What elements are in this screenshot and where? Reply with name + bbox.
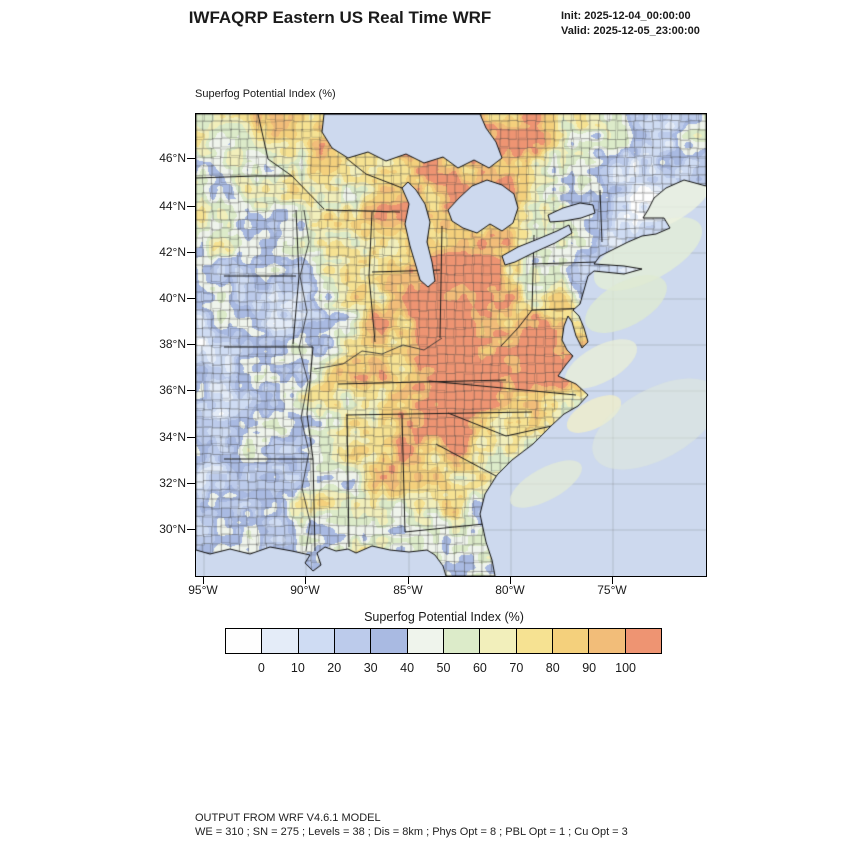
lon-axis-tick — [305, 576, 307, 584]
lon-axis-tick — [203, 576, 205, 584]
lon-axis-tick — [408, 576, 410, 584]
model-run-times: Init: 2025-12-04_00:00:00 Valid: 2025-12… — [561, 9, 700, 39]
footer-line1: OUTPUT FROM WRF V4.6.1 MODEL — [195, 812, 381, 824]
lat-axis-label: 46°N — [159, 151, 186, 165]
colorbar-tick-label: 70 — [509, 661, 524, 675]
colorbar-tick-label: 50 — [436, 661, 451, 675]
lat-axis-tick — [187, 529, 195, 531]
colorbar-box — [551, 628, 590, 654]
lat-axis-label: 38°N — [159, 337, 186, 351]
colorbar-box — [297, 628, 335, 654]
lon-axis-tick — [612, 576, 614, 584]
footer-line2: WE = 310 ; SN = 275 ; Levels = 38 ; Dis … — [195, 826, 628, 838]
colorbar-tick-label: 10 — [290, 661, 305, 675]
footer-text: OUTPUT FROM WRF V4.6.1 MODEL WE = 310 ; … — [195, 811, 628, 839]
lat-axis-tick — [187, 158, 195, 160]
colorbar-tick-label: 90 — [582, 661, 597, 675]
lat-axis-label: 42°N — [159, 245, 186, 259]
colorbar-tick-label: 30 — [363, 661, 378, 675]
colorbar-box — [370, 628, 408, 654]
colorbar-box — [479, 628, 517, 654]
lat-axis-label: 36°N — [159, 383, 186, 397]
colorbar — [225, 628, 662, 654]
colorbar-box — [624, 628, 662, 654]
colorbar-tick-label: 20 — [327, 661, 342, 675]
lat-axis-tick — [187, 252, 195, 254]
colorbar-box — [442, 628, 481, 654]
lat-axis-tick — [187, 437, 195, 439]
lon-axis-label: 90°W — [290, 583, 320, 597]
map-frame — [195, 113, 707, 577]
colorbar-title: Superfog Potential Index (%) — [364, 610, 524, 624]
colorbar-box — [261, 628, 299, 654]
lon-axis-label: 80°W — [495, 583, 525, 597]
lat-axis-label: 40°N — [159, 291, 186, 305]
page-title: IWFAQRP Eastern US Real Time WRF — [188, 8, 492, 27]
lat-axis-tick — [187, 390, 195, 392]
lat-axis-label: 44°N — [159, 199, 186, 213]
colorbar-tick-label: 60 — [472, 661, 487, 675]
lat-axis-label: 34°N — [159, 430, 186, 444]
init-time: Init: 2025-12-04_00:00:00 — [561, 10, 691, 22]
lon-axis-label: 75°W — [597, 583, 627, 597]
colorbar-box — [515, 628, 553, 654]
colorbar-box — [588, 628, 626, 654]
lat-axis-label: 32°N — [159, 476, 186, 490]
colorbar-box — [333, 628, 372, 654]
field-label: Superfog Potential Index (%) — [195, 88, 336, 100]
lat-axis-tick — [187, 206, 195, 208]
lat-axis-label: 30°N — [159, 522, 186, 536]
colorbar-tick-label: 0 — [257, 661, 265, 675]
colorbar-box — [406, 628, 444, 654]
lon-axis-tick — [510, 576, 512, 584]
superfog-map-canvas — [196, 114, 706, 576]
lat-axis-tick — [187, 344, 195, 346]
valid-time: Valid: 2025-12-05_23:00:00 — [561, 25, 700, 37]
lon-axis-label: 85°W — [393, 583, 423, 597]
lat-axis-tick — [187, 483, 195, 485]
lon-axis-label: 95°W — [188, 583, 218, 597]
lat-axis-tick — [187, 298, 195, 300]
colorbar-tick-label: 80 — [545, 661, 560, 675]
colorbar-tick-label: 40 — [400, 661, 415, 675]
colorbar-box — [225, 628, 263, 654]
colorbar-tick-label: 100 — [615, 661, 637, 675]
